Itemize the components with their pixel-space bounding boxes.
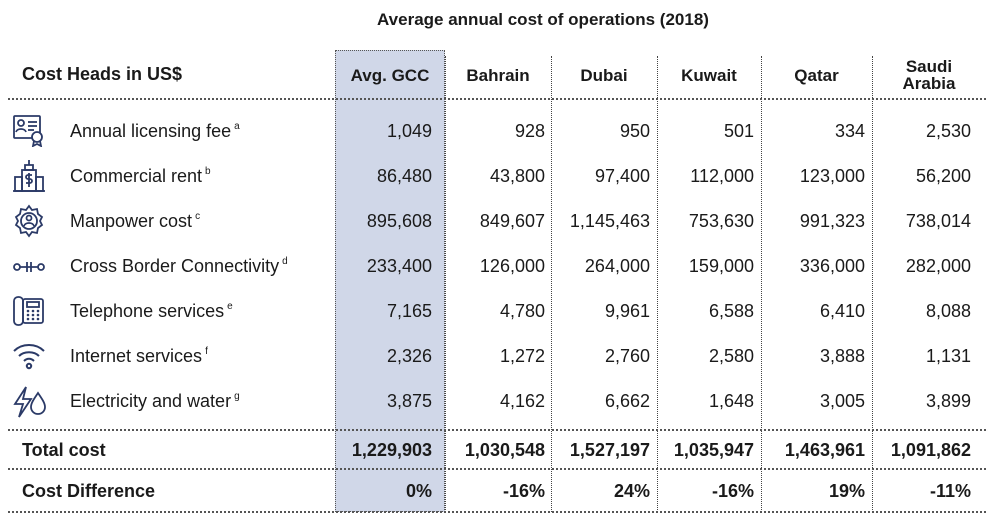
- header-cost-heads: Cost Heads in US$: [22, 64, 183, 84]
- cell-avg-gcc: 86,480: [376, 166, 432, 186]
- cell-dubai: 264,000: [584, 256, 650, 276]
- difference-bahrain: -16%: [502, 481, 545, 501]
- cell-qatar: 334: [834, 121, 865, 141]
- cell-saudi-arabia: 282,000: [905, 256, 971, 276]
- cell-avg-gcc: 2,326: [386, 346, 432, 366]
- row-label-manpower: Manpower cost c: [70, 211, 201, 231]
- row-label-internet: Internet services f: [70, 346, 208, 366]
- cell-qatar: 123,000: [799, 166, 865, 186]
- row-label-connectivity: Cross Border Connectivity d: [70, 256, 288, 276]
- table-title: Average annual cost of operations (2018): [377, 10, 709, 29]
- cell-dubai: 97,400: [594, 166, 650, 186]
- total-saudi-arabia: 1,091,862: [890, 440, 971, 460]
- cell-dubai: 9,961: [604, 301, 650, 321]
- cell-kuwait: 1,648: [708, 391, 754, 411]
- connectivity-icon: [12, 250, 46, 284]
- total-dubai: 1,527,197: [569, 440, 650, 460]
- cell-saudi-arabia: 3,899: [925, 391, 971, 411]
- header-bahrain: Bahrain: [466, 65, 530, 85]
- telephone-icon: [12, 294, 46, 328]
- cell-bahrain: 43,800: [489, 166, 545, 186]
- difference-avg-gcc: 0%: [405, 481, 432, 501]
- cell-dubai: 6,662: [604, 391, 650, 411]
- header-dubai: Dubai: [580, 65, 628, 85]
- license-certificate-icon: [12, 113, 46, 147]
- bottom-divider: [8, 511, 986, 513]
- cell-bahrain: 928: [514, 121, 545, 141]
- cost-difference-label: Cost Difference: [22, 481, 156, 501]
- cell-qatar: 3,888: [819, 346, 865, 366]
- cell-kuwait: 753,630: [688, 211, 754, 231]
- cell-kuwait: 2,580: [708, 346, 754, 366]
- electricity-water-icon: [12, 385, 46, 419]
- header-qatar: Qatar: [794, 65, 839, 85]
- cell-kuwait: 6,588: [708, 301, 754, 321]
- cell-bahrain: 126,000: [479, 256, 545, 276]
- cell-avg-gcc: 233,400: [366, 256, 432, 276]
- total-qatar: 1,463,961: [784, 440, 865, 460]
- cell-bahrain: 4,162: [499, 391, 545, 411]
- cell-dubai: 2,760: [604, 346, 650, 366]
- total-divider: [8, 429, 986, 431]
- header-kuwait: Kuwait: [681, 65, 737, 85]
- cell-saudi-arabia: 2,530: [925, 121, 971, 141]
- row-label-electricity: Electricity and water g: [70, 391, 240, 411]
- gear-person-icon: [12, 204, 46, 238]
- row-label-telephone: Telephone services e: [70, 301, 233, 321]
- total-bahrain: 1,030,548: [464, 440, 545, 460]
- difference-divider: [8, 468, 986, 470]
- avg-gcc-column-highlight: [335, 50, 445, 512]
- cell-avg-gcc: 3,875: [386, 391, 432, 411]
- column-divider: [872, 56, 873, 512]
- cell-kuwait: 501: [723, 121, 754, 141]
- row-label-rent: Commercial rent b: [70, 166, 211, 186]
- cell-bahrain: 4,780: [499, 301, 545, 321]
- header-saudi-arabia: Saudi Arabia: [902, 57, 956, 93]
- wifi-icon: [12, 339, 46, 373]
- header-divider: [8, 98, 986, 100]
- column-divider: [551, 56, 552, 512]
- cell-avg-gcc: 1,049: [386, 121, 432, 141]
- total-avg-gcc: 1,229,903: [351, 440, 432, 460]
- cell-qatar: 336,000: [799, 256, 865, 276]
- row-label-licensing: Annual licensing fee a: [70, 121, 240, 141]
- header-avg-gcc: Avg. GCC: [350, 65, 430, 85]
- cell-qatar: 3,005: [819, 391, 865, 411]
- cell-saudi-arabia: 1,131: [925, 346, 971, 366]
- difference-qatar: 19%: [828, 481, 865, 501]
- building-dollar-icon: [12, 159, 46, 193]
- difference-dubai: 24%: [613, 481, 650, 501]
- cell-dubai: 1,145,463: [569, 211, 650, 231]
- cell-saudi-arabia: 56,200: [915, 166, 971, 186]
- cell-saudi-arabia: 8,088: [925, 301, 971, 321]
- cell-bahrain: 849,607: [479, 211, 545, 231]
- difference-saudi-arabia: -11%: [929, 481, 971, 501]
- cell-qatar: 6,410: [819, 301, 865, 321]
- total-kuwait: 1,035,947: [673, 440, 754, 460]
- cell-avg-gcc: 7,165: [386, 301, 432, 321]
- difference-kuwait: -16%: [711, 481, 754, 501]
- column-divider: [761, 56, 762, 512]
- cell-qatar: 991,323: [799, 211, 865, 231]
- total-cost-label: Total cost: [22, 440, 106, 460]
- cell-avg-gcc: 895,608: [366, 211, 432, 231]
- cell-saudi-arabia: 738,014: [905, 211, 971, 231]
- cell-kuwait: 159,000: [688, 256, 754, 276]
- column-divider: [445, 56, 446, 512]
- column-divider: [657, 56, 658, 512]
- cell-dubai: 950: [619, 121, 650, 141]
- cell-kuwait: 112,000: [690, 166, 754, 186]
- cell-bahrain: 1,272: [499, 346, 545, 366]
